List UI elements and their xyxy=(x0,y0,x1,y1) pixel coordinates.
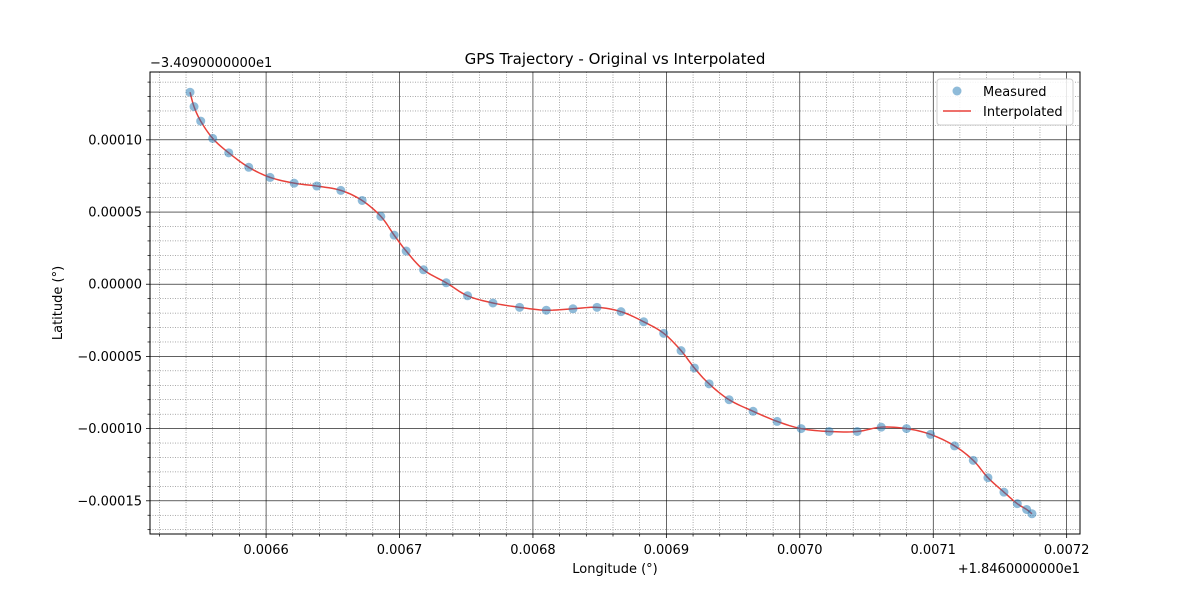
measured-point xyxy=(312,181,322,191)
major-grid xyxy=(150,72,1080,534)
measured-point xyxy=(824,426,834,436)
measured-point xyxy=(376,211,386,221)
measured-point xyxy=(208,133,218,143)
legend-box xyxy=(936,78,1074,126)
x-tick-label: 0.0066 xyxy=(243,543,289,558)
measured-point xyxy=(541,305,551,315)
measured-point xyxy=(724,395,734,405)
x-tick-label: 0.0071 xyxy=(910,543,956,558)
x-tick-label: 0.0072 xyxy=(1044,543,1090,558)
measured-point xyxy=(704,379,714,389)
x-tick-label: 0.0067 xyxy=(377,543,423,558)
x-tick-label: 0.0070 xyxy=(777,543,823,558)
y-tick-label: 0.00005 xyxy=(88,206,142,221)
measured-point xyxy=(689,363,699,373)
measured-point xyxy=(616,307,626,317)
measured-point xyxy=(772,416,782,426)
measured-point xyxy=(463,291,473,301)
legend-measured-marker xyxy=(952,86,962,96)
measured-point xyxy=(357,195,367,205)
measured-point xyxy=(676,346,686,356)
measured-point xyxy=(592,302,602,312)
x-tick-label: 0.0069 xyxy=(644,543,690,558)
measured-point xyxy=(926,429,936,439)
y-tick-label: −0.00015 xyxy=(77,494,142,509)
measured-point xyxy=(488,298,498,308)
measured-point xyxy=(419,265,429,275)
y-tick-label: −0.00010 xyxy=(77,422,142,437)
measured-point xyxy=(852,426,862,436)
tick-labels: 0.0066 0.0067 0.0068 0.0069 0.0070 0.0071 0.00… xyxy=(77,133,1089,558)
measured-point xyxy=(748,406,758,416)
measured-point xyxy=(196,116,206,126)
measured-point xyxy=(999,487,1009,497)
legend-interpolated-label: Interpolated xyxy=(983,105,1063,120)
y-tick-label: −0.00005 xyxy=(77,350,142,365)
measured-point xyxy=(876,422,886,432)
measured-point xyxy=(1027,509,1037,519)
measured-point xyxy=(244,162,254,172)
plot-area-frame xyxy=(149,71,1081,535)
y-tick-label: 0.00010 xyxy=(88,133,142,148)
measured-point xyxy=(401,246,411,256)
measured-point xyxy=(796,424,806,434)
measured-point xyxy=(950,441,960,451)
measured-point xyxy=(289,178,299,188)
x-axis-offset-label: +1.8460000000e1 xyxy=(958,562,1080,577)
measured-point xyxy=(1012,499,1022,509)
axis-ticks xyxy=(146,81,1068,538)
measured-point xyxy=(185,87,195,97)
measured-point xyxy=(568,304,578,314)
measured-point xyxy=(983,473,993,483)
measured-point xyxy=(441,278,451,288)
measured-point xyxy=(902,424,912,434)
measured-point xyxy=(639,317,649,327)
measured-point xyxy=(389,230,399,240)
y-axis-offset-label: −3.4090000000e1 xyxy=(150,56,272,71)
measured-point xyxy=(265,172,275,182)
measured-point xyxy=(515,302,525,312)
chart-title: GPS Trajectory - Original vs Interpolate… xyxy=(465,50,766,68)
measured-point xyxy=(659,328,669,338)
x-tick-label: 0.0068 xyxy=(510,543,556,558)
minor-grid xyxy=(150,72,1080,534)
measured-point xyxy=(968,455,978,465)
legend-measured-label: Measured xyxy=(983,85,1047,100)
measured-point xyxy=(224,148,234,158)
x-axis-label: Longitude (°) xyxy=(572,562,657,577)
y-tick-label: 0.00000 xyxy=(88,278,142,293)
y-axis-label: Latitude (°) xyxy=(51,266,66,340)
measured-point xyxy=(336,185,346,195)
measured-point xyxy=(189,102,199,112)
legend: Measured Interpolated xyxy=(936,78,1074,126)
measured-points xyxy=(185,87,1037,519)
